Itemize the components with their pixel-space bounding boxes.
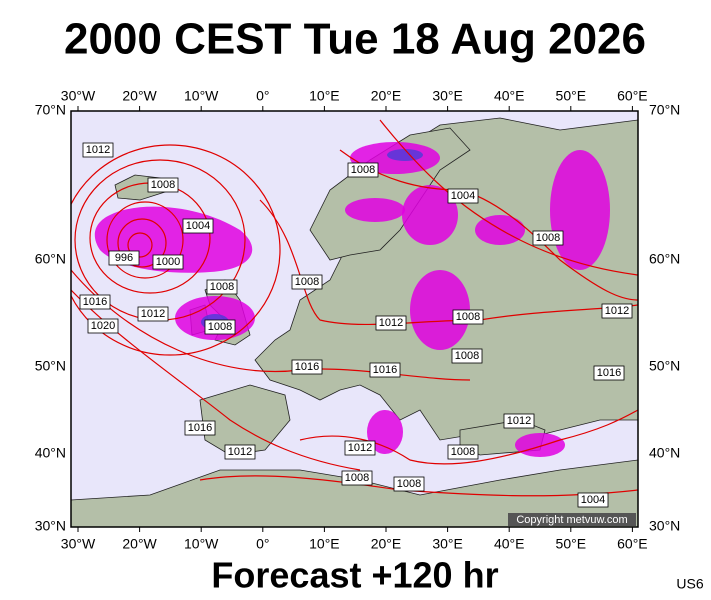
lon-label: 30°W bbox=[61, 88, 96, 104]
isobar-label-box bbox=[369, 362, 401, 378]
copyright-box bbox=[508, 513, 636, 526]
isobar-label-box bbox=[447, 188, 479, 204]
lat-label: 60°N bbox=[35, 251, 66, 267]
isobar-label-box bbox=[82, 142, 114, 158]
isobar-label-box bbox=[393, 476, 425, 492]
isobar-label: 1000 bbox=[156, 256, 180, 268]
isobar-label: 1016 bbox=[597, 367, 621, 379]
isobar-label: 1004 bbox=[186, 220, 210, 232]
lon-label: 40°E bbox=[494, 88, 525, 104]
isobar-label-box bbox=[344, 440, 376, 456]
lon-label: 10°E bbox=[309, 88, 340, 104]
lon-label: 0° bbox=[256, 88, 269, 104]
lon-label: 10°E bbox=[309, 536, 340, 552]
isobar-label: 1008 bbox=[455, 350, 479, 362]
title: 2000 CEST Tue 18 Aug 2026 bbox=[64, 15, 646, 64]
isobar-label: 996 bbox=[115, 252, 133, 264]
isobar-label-box bbox=[451, 348, 483, 364]
lat-label: 30°N bbox=[649, 518, 680, 534]
lon-label: 60°E bbox=[617, 536, 648, 552]
isobar-label: 1012 bbox=[86, 144, 110, 156]
lat-label: 70°N bbox=[649, 102, 680, 118]
lon-label: 50°E bbox=[556, 536, 587, 552]
isobar-label: 1008 bbox=[536, 232, 560, 244]
isobar-label: 1016 bbox=[295, 361, 319, 373]
lat-label: 50°N bbox=[649, 358, 680, 374]
isobar-label: 1008 bbox=[397, 478, 421, 490]
isobar-label: 1012 bbox=[141, 308, 165, 320]
isobar-label: 1016 bbox=[83, 296, 107, 308]
lon-label: 20°E bbox=[371, 536, 402, 552]
isobar-label: 1008 bbox=[208, 321, 232, 333]
isobar-label: 1008 bbox=[295, 276, 319, 288]
isobar-label-box bbox=[152, 254, 184, 270]
lon-label: 20°W bbox=[122, 536, 157, 552]
isobar-label: 1012 bbox=[379, 317, 403, 329]
isobar-label-box bbox=[204, 319, 236, 335]
isobar-label-box bbox=[347, 162, 379, 178]
isobar-label: 1012 bbox=[348, 442, 372, 454]
isobar-label: 1012 bbox=[228, 446, 252, 458]
lon-label: 30°W bbox=[61, 536, 96, 552]
isobar-label-box bbox=[375, 315, 407, 331]
isobar-label: 1004 bbox=[581, 494, 605, 506]
isobar-label-box bbox=[184, 420, 216, 436]
lon-label: 50°E bbox=[556, 88, 587, 104]
isobar-label-box bbox=[577, 492, 609, 508]
isobar-label-box bbox=[137, 306, 169, 322]
isobar-label-box bbox=[108, 250, 140, 266]
lat-label: 70°N bbox=[35, 102, 66, 118]
lon-label: 20°W bbox=[122, 88, 157, 104]
lon-label: 30°E bbox=[432, 88, 463, 104]
isobar-label-box bbox=[503, 413, 535, 429]
isobar-label: 1016 bbox=[188, 422, 212, 434]
isobar-label: 1008 bbox=[456, 311, 480, 323]
isobar-label-box bbox=[182, 218, 214, 234]
isobar-label-box bbox=[532, 230, 564, 246]
isobar-label-box bbox=[291, 359, 323, 375]
isobar-label: 1008 bbox=[210, 281, 234, 293]
isobar-label-box bbox=[291, 274, 323, 290]
isobar-label: 1008 bbox=[345, 472, 369, 484]
isobar-label: 1008 bbox=[351, 164, 375, 176]
isobar-label: 1020 bbox=[91, 320, 115, 332]
lon-label: 10°W bbox=[184, 536, 219, 552]
isobar-label-box bbox=[206, 279, 238, 295]
lat-label: 30°N bbox=[35, 518, 66, 534]
frame bbox=[70, 110, 639, 528]
lon-label: 30°E bbox=[432, 536, 463, 552]
isobar-label: 1004 bbox=[451, 190, 475, 202]
isobar-label: 1008 bbox=[151, 179, 175, 191]
isobar-label-box bbox=[224, 444, 256, 460]
lon-label: 20°E bbox=[371, 88, 402, 104]
isobar-label-box bbox=[601, 303, 633, 319]
lon-label: 0° bbox=[256, 536, 269, 552]
isobar-label-box bbox=[87, 318, 119, 334]
isobar-label-box bbox=[452, 309, 484, 325]
lat-label: 60°N bbox=[649, 251, 680, 267]
isobar-labels: 1012 1008 1004 1000 996 1008 1012 1008 1016 1020 1… bbox=[79, 142, 633, 508]
lat-label: 40°N bbox=[35, 445, 66, 461]
isobar-label: 1012 bbox=[605, 305, 629, 317]
lon-label: 60°E bbox=[617, 88, 648, 104]
lat-label: 40°N bbox=[649, 445, 680, 461]
isobar-label-box bbox=[447, 444, 479, 460]
copyright: Copyright metvuw.com bbox=[516, 514, 627, 526]
isobar-label: 1016 bbox=[373, 364, 397, 376]
isobar-label-box bbox=[147, 177, 179, 193]
isobar-label: 1008 bbox=[451, 446, 475, 458]
isobar-label-box bbox=[341, 470, 373, 486]
isobar-label: 1012 bbox=[507, 415, 531, 427]
isobar-label-box bbox=[593, 365, 625, 381]
lon-label: 40°E bbox=[494, 536, 525, 552]
lon-label: 10°W bbox=[184, 88, 219, 104]
code: US6 bbox=[676, 576, 703, 592]
isobar-label-box bbox=[79, 294, 111, 310]
lat-label: 50°N bbox=[35, 358, 66, 374]
forecast: Forecast +120 hr bbox=[211, 555, 498, 596]
